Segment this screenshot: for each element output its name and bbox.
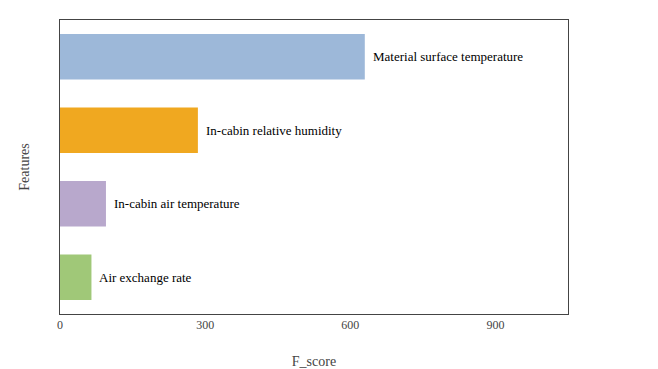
svg-text:In-cabin air temperature: In-cabin air temperature [114, 196, 240, 211]
svg-text:Material surface temperature: Material surface temperature [373, 49, 523, 64]
svg-text:Features: Features [17, 143, 32, 190]
svg-text:900: 900 [486, 318, 504, 332]
svg-text:0: 0 [57, 318, 63, 332]
svg-text:F_score: F_score [292, 354, 336, 369]
svg-text:Air exchange rate: Air exchange rate [99, 270, 192, 285]
svg-text:600: 600 [341, 318, 359, 332]
svg-text:300: 300 [196, 318, 214, 332]
svg-text:In-cabin relative humidity: In-cabin relative humidity [206, 123, 342, 138]
